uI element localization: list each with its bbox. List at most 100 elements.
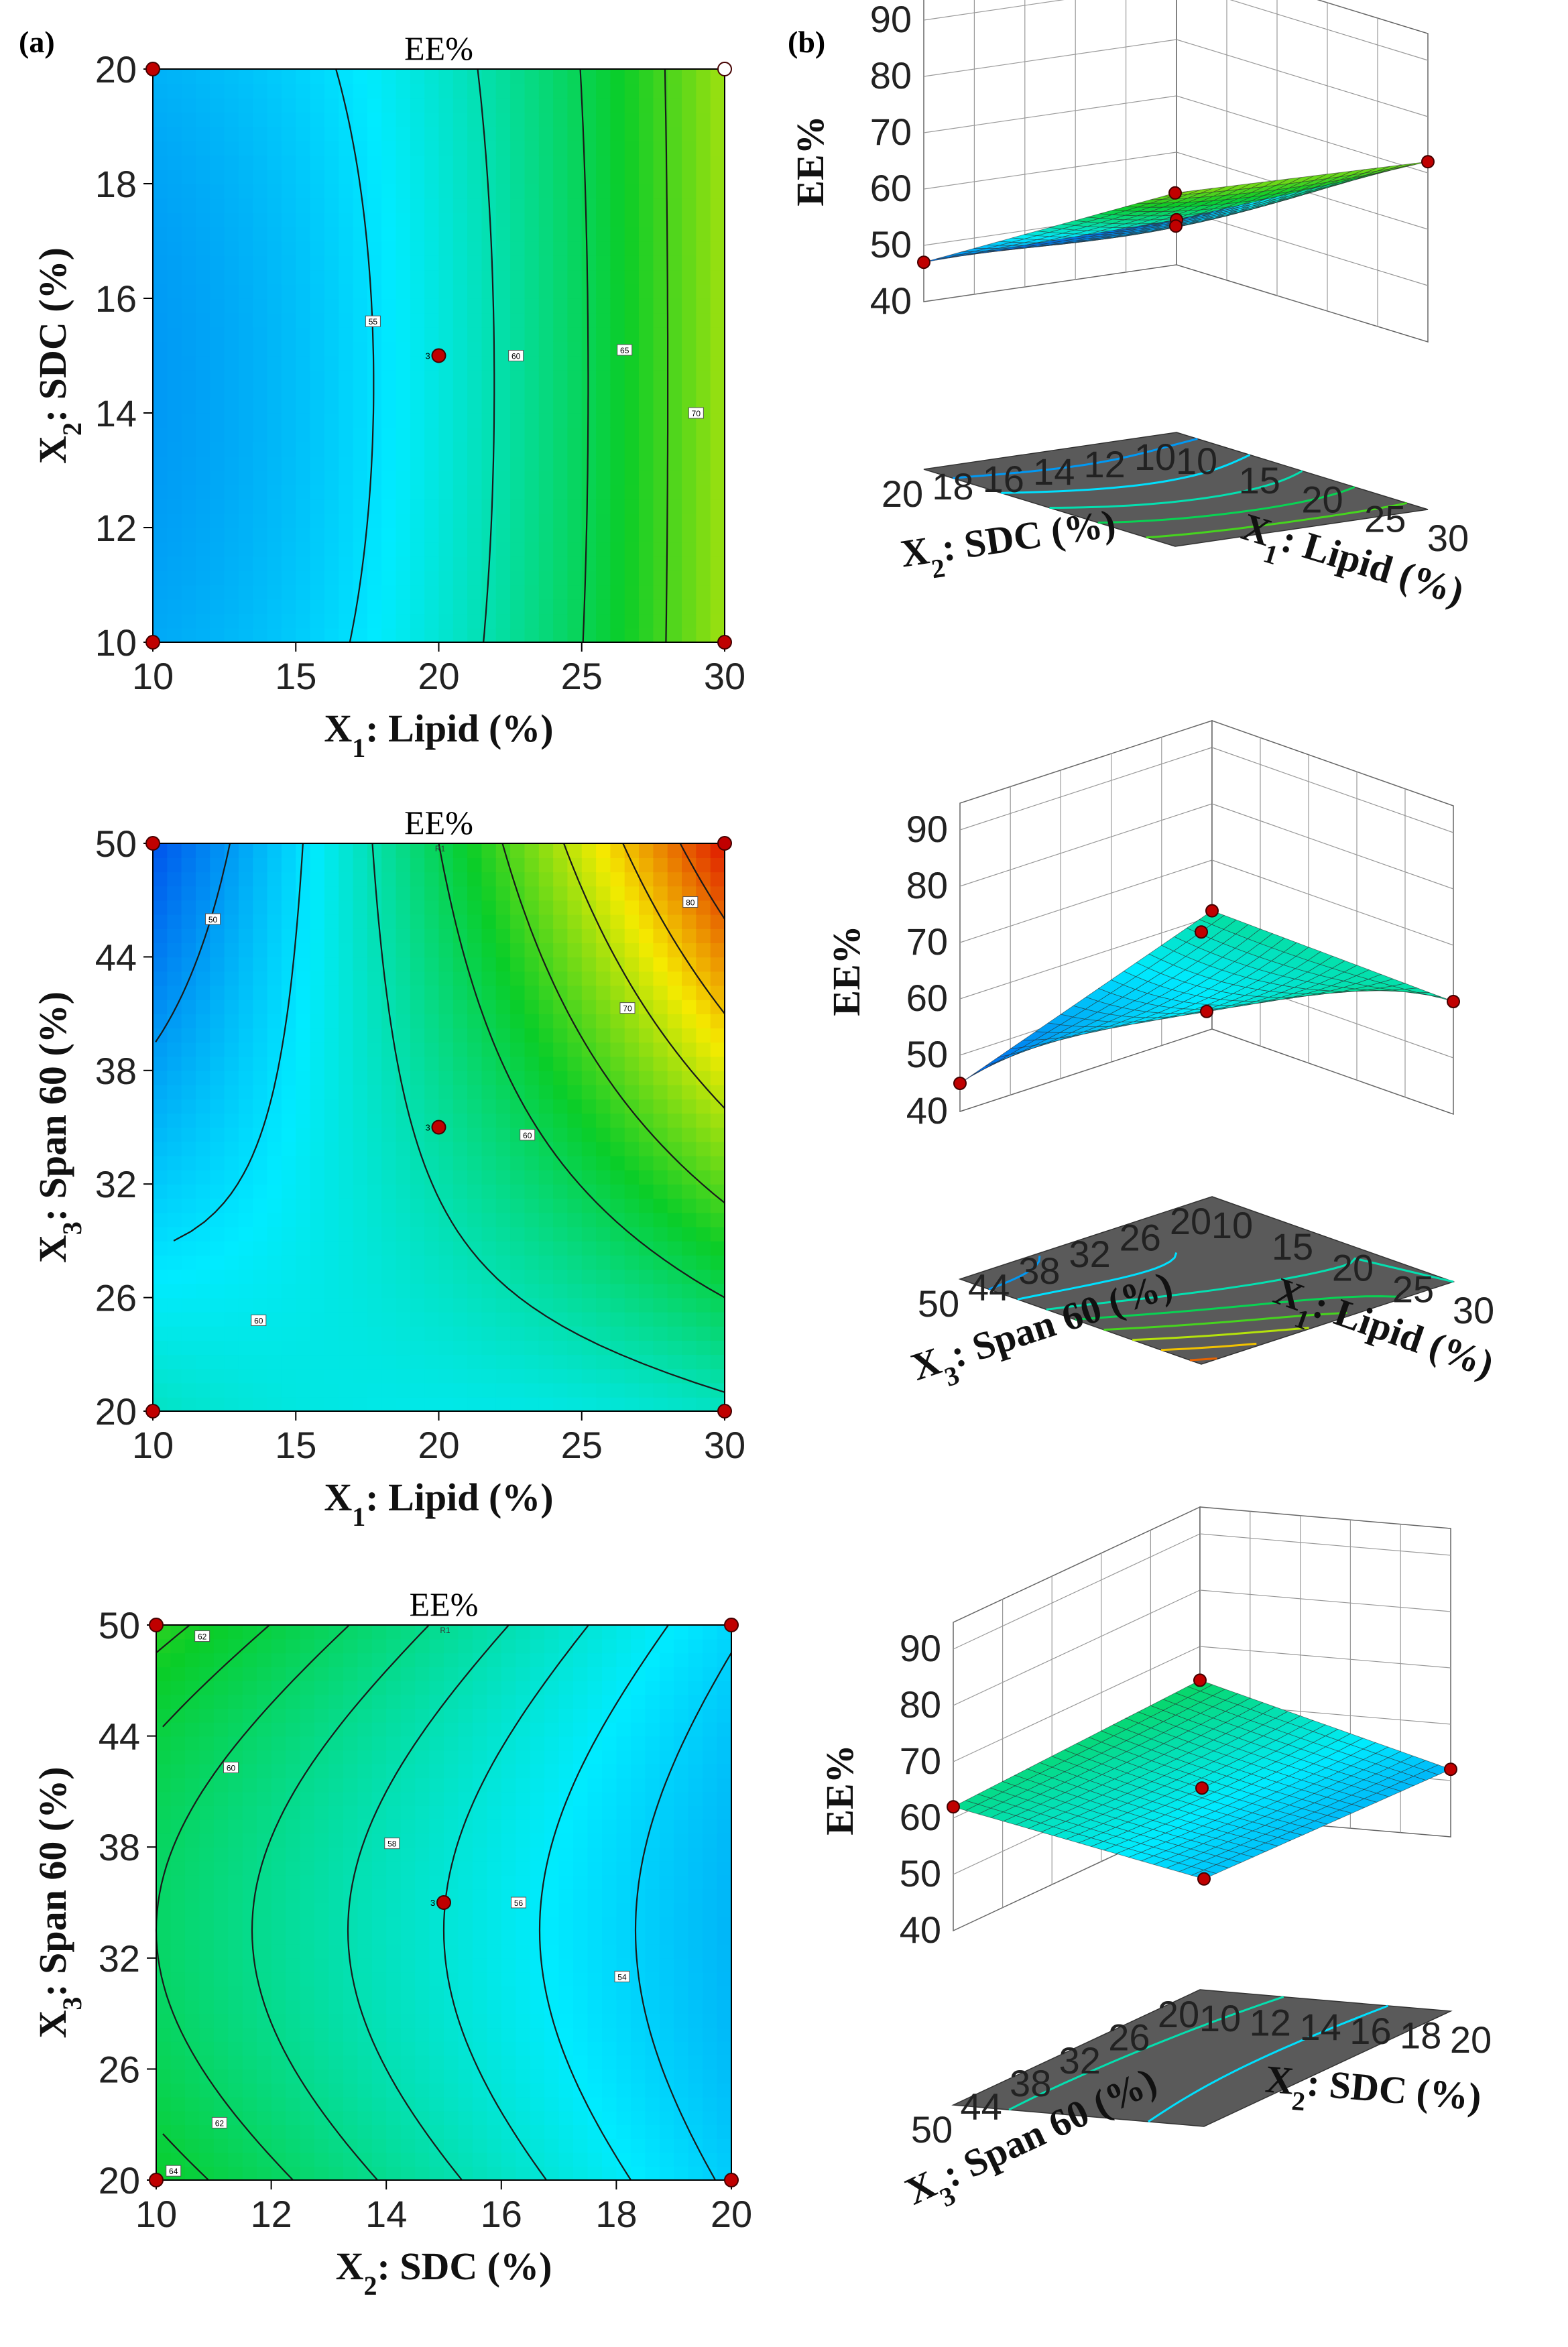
heatmap-cell bbox=[438, 398, 454, 414]
heatmap-cell bbox=[710, 413, 725, 428]
heatmap-cell bbox=[639, 341, 654, 357]
heatmap-cell bbox=[228, 1694, 243, 1709]
heatmap-cell bbox=[538, 398, 554, 414]
heatmap-cell bbox=[210, 599, 225, 615]
heatmap-cell bbox=[167, 886, 182, 901]
heatmap-cell bbox=[624, 1269, 640, 1284]
heatmap-cell bbox=[495, 1212, 511, 1227]
heatmap-cell bbox=[453, 999, 468, 1014]
heatmap-cell bbox=[510, 1269, 526, 1284]
heatmap-cell bbox=[481, 513, 497, 528]
heatmap-cell bbox=[510, 928, 526, 943]
heatmap-cell bbox=[653, 1155, 668, 1170]
heatmap-cell bbox=[310, 1396, 325, 1412]
heatmap-cell bbox=[667, 155, 682, 170]
heatmap-cell bbox=[196, 1382, 211, 1398]
heatmap-cell bbox=[238, 298, 253, 314]
heatmap-cell bbox=[281, 326, 296, 342]
heatmap-cell bbox=[553, 227, 568, 242]
heatmap-cell bbox=[510, 1113, 526, 1128]
heatmap-cell bbox=[167, 513, 182, 528]
heatmap-cell bbox=[381, 871, 397, 887]
heatmap-cell bbox=[581, 369, 597, 385]
heatmap-cell bbox=[310, 1212, 325, 1227]
heatmap-cell bbox=[196, 1212, 211, 1227]
heatmap-cell bbox=[153, 499, 168, 514]
heatmap-cell bbox=[696, 1014, 711, 1029]
heatmap-cell bbox=[510, 255, 526, 271]
heatmap-cell bbox=[610, 957, 625, 972]
heatmap-cell bbox=[481, 928, 497, 943]
heatmap-cell bbox=[367, 599, 382, 615]
heatmap-cell bbox=[696, 484, 711, 500]
heatmap-cell bbox=[310, 1297, 325, 1313]
heatmap-cell bbox=[181, 1297, 196, 1313]
heatmap-cell bbox=[581, 1382, 597, 1398]
heatmap-cell bbox=[228, 1986, 243, 2000]
heatmap-cell bbox=[495, 1099, 511, 1114]
heatmap-cell bbox=[538, 269, 554, 285]
heatmap-cell bbox=[710, 1141, 725, 1156]
heatmap-cell bbox=[253, 943, 268, 958]
heatmap-cell bbox=[524, 384, 540, 400]
heatmap-cell bbox=[524, 1382, 540, 1398]
heatmap-cell bbox=[400, 1972, 416, 1986]
heatmap-cell bbox=[667, 1070, 682, 1085]
heatmap-cell bbox=[596, 184, 611, 199]
contour-heatmap bbox=[153, 843, 725, 1412]
heatmap-cell bbox=[538, 1354, 554, 1370]
heatmap-cell bbox=[624, 198, 640, 213]
heatmap-cell bbox=[296, 570, 311, 586]
heatmap-cell bbox=[253, 871, 268, 887]
heatmap-cell bbox=[581, 1354, 597, 1370]
heatmap-cell bbox=[495, 1127, 511, 1142]
heatmap-cell bbox=[300, 2013, 315, 2029]
heatmap-cell bbox=[310, 369, 325, 385]
heatmap-cell bbox=[696, 627, 711, 643]
heatmap-cell bbox=[353, 1368, 368, 1384]
heatmap-cell bbox=[339, 326, 354, 342]
heatmap-cell bbox=[181, 212, 196, 227]
heatmap-cell bbox=[710, 355, 725, 371]
heatmap-cell bbox=[224, 326, 239, 342]
heatmap-cell bbox=[624, 1127, 640, 1142]
heatmap-cell bbox=[167, 900, 182, 915]
heatmap-cell bbox=[453, 1255, 468, 1270]
heatmap-cell bbox=[610, 355, 625, 371]
heatmap-cell bbox=[242, 1638, 257, 1654]
heatmap-cell bbox=[610, 599, 625, 615]
heatmap-cell bbox=[324, 1368, 339, 1384]
heatmap-cell bbox=[253, 369, 268, 385]
heatmap-cell bbox=[310, 384, 325, 400]
heatmap-cell bbox=[281, 1170, 296, 1185]
heatmap-cell bbox=[453, 298, 468, 314]
heatmap-cell bbox=[367, 585, 382, 600]
heatmap-cell bbox=[267, 542, 282, 557]
heatmap-cell bbox=[710, 1155, 725, 1170]
heatmap-cell bbox=[267, 384, 282, 400]
heatmap-cell bbox=[224, 427, 239, 442]
heatmap-cell bbox=[667, 585, 682, 600]
heatmap-cell bbox=[510, 1226, 526, 1242]
heatmap-cell bbox=[653, 97, 668, 113]
heatmap-cell bbox=[581, 284, 597, 299]
heatmap-cell bbox=[696, 585, 711, 600]
heatmap-cell bbox=[228, 1833, 243, 1848]
heatmap-cell bbox=[210, 1396, 225, 1412]
heatmap-cell bbox=[314, 1680, 330, 1695]
heatmap-cell bbox=[696, 943, 711, 958]
heatmap-cell bbox=[253, 542, 268, 557]
heatmap-cell bbox=[339, 957, 354, 972]
heatmap-cell bbox=[639, 1340, 654, 1356]
heatmap-cell bbox=[682, 1396, 697, 1412]
heatmap-cell bbox=[353, 112, 368, 127]
heatmap-cell bbox=[286, 1903, 301, 1917]
heatmap-cell bbox=[567, 155, 583, 170]
heatmap-cell bbox=[424, 1014, 440, 1029]
heatmap-cell bbox=[296, 456, 311, 471]
heatmap-cell bbox=[296, 1099, 311, 1114]
heatmap-cell bbox=[324, 169, 339, 184]
heatmap-cell bbox=[481, 1184, 497, 1199]
heatmap-cell bbox=[267, 169, 282, 184]
heatmap-cell bbox=[524, 398, 540, 414]
